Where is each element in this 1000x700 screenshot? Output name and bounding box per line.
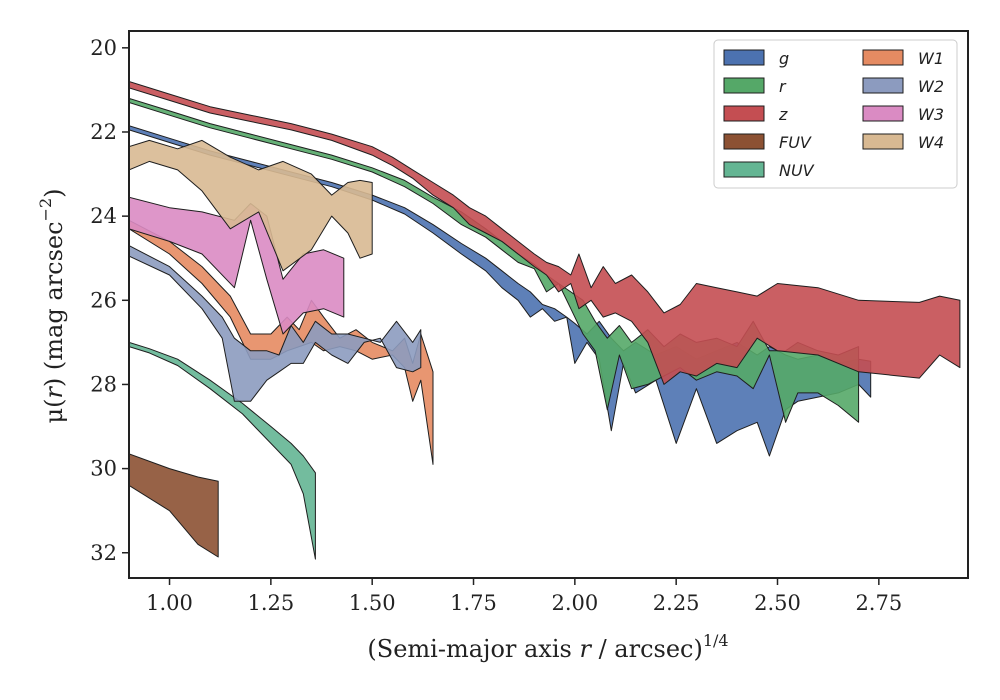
x-tick-label: 1.75 <box>450 591 497 615</box>
legend-item-z: z <box>723 105 788 124</box>
legend-item-g: g <box>723 49 789 68</box>
legend-item-w1: W1 <box>862 49 944 68</box>
x-tick-label: 2.00 <box>551 591 598 615</box>
legend-swatch <box>723 133 765 150</box>
legend-item-r: r <box>723 77 787 96</box>
legend-item-w3: W3 <box>862 105 944 124</box>
legend-swatch <box>723 161 765 178</box>
x-tick-label: 2.25 <box>653 591 700 615</box>
legend-item-nuv: NUV <box>723 161 815 180</box>
legend-label: NUV <box>779 161 815 180</box>
series-band-w2 <box>129 245 422 402</box>
x-tick-label: 2.50 <box>754 591 801 615</box>
legend-swatch <box>862 133 904 150</box>
legend: grz FUV NUV W1 W2 W3 W4 <box>713 39 958 189</box>
legend-swatch <box>723 105 765 122</box>
legend-item-w2: W2 <box>862 77 944 96</box>
series-band-nuv <box>129 341 316 560</box>
x-tick-label: 1.00 <box>146 591 193 615</box>
series-band-z <box>129 81 961 385</box>
y-tick-label: 32 <box>90 541 117 565</box>
legend-swatch <box>862 77 904 94</box>
x-axis-label: (Semi-major axis r / arcsec)1/4 <box>367 631 728 663</box>
legend-swatch <box>862 105 904 122</box>
legend-label: r <box>779 77 787 96</box>
x-tick-label: 2.75 <box>855 591 902 615</box>
legend-label: W4 <box>918 133 944 152</box>
y-tick-label: 30 <box>90 457 117 481</box>
x-tick-label: 1.25 <box>247 591 294 615</box>
legend-label: W1 <box>918 49 944 68</box>
series-band-w4 <box>129 139 373 272</box>
y-axis-ticks: 20 22 24 26 28 30 32 <box>90 36 129 565</box>
y-tick-label: 24 <box>90 204 117 228</box>
series-band-fuv <box>129 453 219 558</box>
plot-frame <box>128 30 969 579</box>
legend-label: FUV <box>779 133 812 152</box>
legend-frame <box>713 39 958 189</box>
legend-swatch <box>862 49 904 66</box>
y-tick-label: 22 <box>90 120 117 144</box>
legend-label: g <box>779 49 789 68</box>
legend-swatch <box>723 49 765 66</box>
x-tick-label: 1.50 <box>349 591 396 615</box>
legend-label: z <box>778 105 788 124</box>
series-layer <box>129 81 961 560</box>
legend-label: W3 <box>918 105 944 124</box>
y-tick-label: 20 <box>90 36 117 60</box>
y-tick-label: 26 <box>90 288 117 312</box>
legend-swatch <box>723 77 765 94</box>
legend-item-fuv: FUV <box>723 133 812 152</box>
x-axis-ticks: 1.00 1.25 1.50 1.75 2.00 2.25 2.50 2.75 <box>146 578 902 615</box>
legend-label: W2 <box>918 77 944 96</box>
y-tick-label: 28 <box>90 372 117 396</box>
legend-item-w4: W4 <box>862 133 944 152</box>
y-axis-label: μ(r) (mag arcsec−2) <box>36 188 68 423</box>
